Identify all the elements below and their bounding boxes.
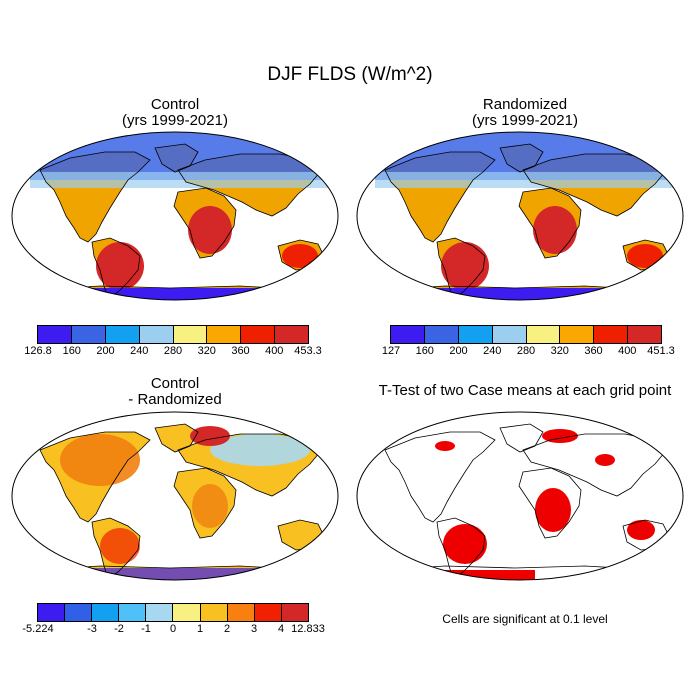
difference-colorbar-tick-label: 3 — [250, 623, 258, 635]
control-title-line2: (yrs 1999-2021) — [122, 112, 228, 129]
difference-colorbar-tick-label: -3 — [87, 623, 97, 635]
difference-colorbar-swatch — [146, 604, 174, 621]
control-colorbar-swatch — [207, 326, 242, 343]
difference-colorbar-swatch — [65, 604, 93, 621]
main-title: DJF FLDS (W/m^2) — [267, 64, 433, 85]
control-colorbar-tick-label: 453.3 — [294, 345, 322, 357]
control-panel-title: Control (yrs 1999-2021) — [10, 97, 340, 129]
control-colorbar-tick-label: 200 — [96, 345, 115, 357]
control-colorbar-tick-label: 400 — [265, 345, 284, 357]
control-colorbar-swatch — [139, 326, 174, 343]
control-colorbar-tick-label: 360 — [231, 345, 250, 357]
significant-cells — [435, 429, 655, 580]
randomized-colorbar-tick-label: 127 — [381, 345, 401, 357]
randomized-colorbar — [390, 325, 662, 344]
control-map — [11, 131, 339, 301]
control-colorbar-swatch — [105, 326, 140, 343]
difference-colorbar-swatch — [227, 604, 255, 621]
randomized-colorbar-swatch — [492, 326, 527, 343]
control-title-line1: Control — [150, 96, 200, 113]
difference-title-line1: Control — [150, 375, 200, 392]
control-colorbar-tick-label: 320 — [197, 345, 216, 357]
randomized-colorbar-swatch — [526, 326, 561, 343]
control-colorbar-swatch — [275, 326, 308, 343]
randomized-colorbar-swatch — [458, 326, 493, 343]
difference-colorbar-tick-label: 1 — [196, 623, 204, 635]
difference-colorbar-swatch — [38, 604, 66, 621]
randomized-title-line1: Randomized — [482, 96, 568, 113]
difference-colorbar-tick-label: 0 — [169, 623, 177, 635]
randomized-colorbar-swatch — [594, 326, 629, 343]
difference-colorbar-swatch — [281, 604, 308, 621]
randomized-title-line2: (yrs 1999-2021) — [472, 112, 578, 129]
randomized-colorbar-tick-label: 240 — [483, 345, 502, 357]
randomized-colorbar-tick-label: 451.3 — [647, 345, 675, 357]
difference-colorbar-tick-label: 2 — [223, 623, 231, 635]
control-colorbar-tick-label: 240 — [130, 345, 149, 357]
control-colorbar — [37, 325, 309, 344]
control-colorbar-tick-label: 280 — [163, 345, 183, 357]
difference-map — [11, 411, 339, 581]
significance-note: Cells are significant at 0.1 level — [442, 612, 608, 626]
randomized-colorbar-tick-label: 280 — [516, 345, 536, 357]
randomized-colorbar-swatch — [560, 326, 595, 343]
ttest-map — [356, 411, 684, 581]
randomized-colorbar-tick-label: 400 — [618, 345, 637, 357]
randomized-panel-title: Randomized (yrs 1999-2021) — [360, 97, 690, 129]
control-colorbar-swatch — [38, 326, 72, 343]
ttest-panel-title: T-Test of two Case means at each grid po… — [355, 383, 695, 399]
difference-colorbar-swatch — [119, 604, 147, 621]
randomized-colorbar-swatch — [628, 326, 661, 343]
difference-colorbar-tick-label: -2 — [114, 623, 124, 635]
difference-colorbar-tick-label: 12.833 — [291, 623, 325, 635]
difference-field — [30, 424, 324, 580]
control-colorbar-swatch — [241, 326, 276, 343]
difference-colorbar-tick-label: -1 — [141, 623, 151, 635]
randomized-colorbar-tick-label: 160 — [415, 345, 434, 357]
difference-colorbar-swatch — [200, 604, 228, 621]
difference-colorbar-tick-label: 4 — [277, 623, 285, 635]
randomized-colorbar-swatch — [391, 326, 425, 343]
randomized-colorbar-tick-label: 320 — [550, 345, 569, 357]
randomized-colorbar-swatch — [424, 326, 459, 343]
difference-colorbar-tick-label: -5.224 — [22, 623, 54, 635]
ttest-title-line1: T-Test of two Case means at each grid po… — [378, 382, 672, 399]
control-colorbar-swatch — [71, 326, 106, 343]
difference-colorbar-swatch — [173, 604, 201, 621]
control-colorbar-tick-label: 126.8 — [24, 345, 52, 357]
difference-panel-title: Control - Randomized — [10, 376, 340, 408]
difference-colorbar — [37, 603, 309, 622]
randomized-colorbar-tick-label: 200 — [449, 345, 468, 357]
control-colorbar-tick-label: 160 — [62, 345, 81, 357]
randomized-map — [356, 131, 684, 301]
difference-colorbar-swatch — [92, 604, 120, 621]
control-colorbar-swatch — [173, 326, 208, 343]
difference-colorbar-swatch — [254, 604, 282, 621]
difference-title-line2: - Randomized — [128, 391, 222, 408]
randomized-colorbar-tick-label: 360 — [584, 345, 603, 357]
